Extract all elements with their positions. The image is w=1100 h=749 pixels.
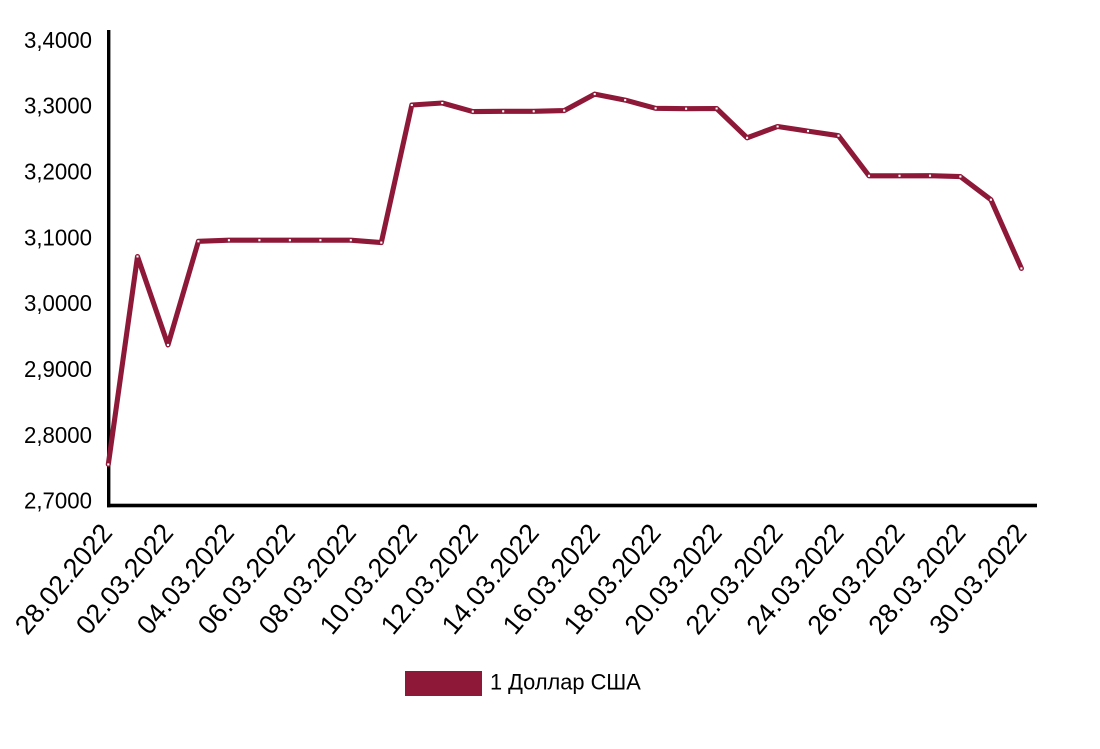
svg-text:3,0000: 3,0000 [24,290,92,316]
svg-text:2,9000: 2,9000 [24,356,92,382]
svg-text:3,1000: 3,1000 [24,224,92,250]
svg-text:1 Доллар США: 1 Доллар США [490,670,641,695]
svg-text:2,8000: 2,8000 [24,422,92,448]
svg-text:3,2000: 3,2000 [24,159,92,185]
svg-text:3,3000: 3,3000 [24,93,92,119]
svg-text:2,7000: 2,7000 [24,488,92,514]
svg-text:3,4000: 3,4000 [24,27,92,53]
